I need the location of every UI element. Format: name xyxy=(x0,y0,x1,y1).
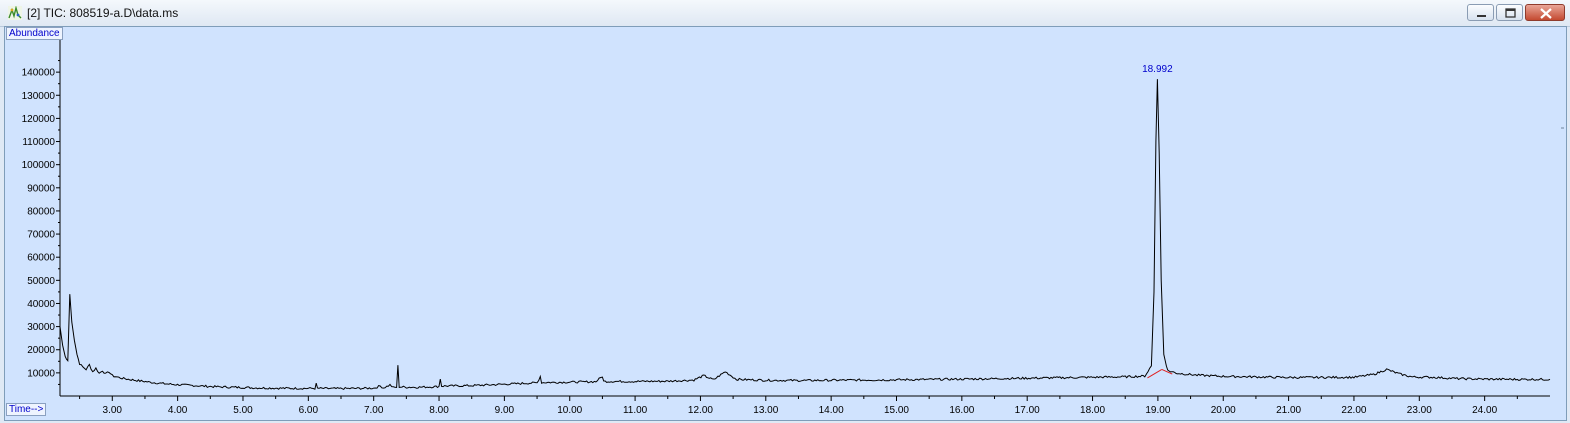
x-axis: 3.00 4.00 5.00 6.00 7.00 8.00 9.00 10.00 11.00 12… xyxy=(60,395,1550,416)
x-axis-label: Time--> xyxy=(6,403,47,416)
y-tick-label: 10000 xyxy=(27,368,55,379)
y-tick-label: 90000 xyxy=(27,183,55,194)
y-tick-label: 130000 xyxy=(22,91,56,102)
y-axis-label: Abundance xyxy=(6,27,63,40)
integration-baseline xyxy=(1147,368,1163,379)
y-tick-label: 100000 xyxy=(22,160,56,171)
minimize-icon xyxy=(1477,15,1486,17)
y-tick-label: 70000 xyxy=(27,230,55,241)
x-tick-label: 4.00 xyxy=(168,405,188,416)
x-tick-label: 8.00 xyxy=(429,405,449,416)
close-button[interactable] xyxy=(1525,4,1565,21)
x-tick-label: 9.00 xyxy=(495,405,515,416)
x-tick-label: 17.00 xyxy=(1015,405,1040,416)
integration-baseline xyxy=(1161,368,1173,375)
x-tick-label: 12.00 xyxy=(688,405,713,416)
chromatogram-plot-area[interactable]: 10000 20000 30000 40000 50000 60000 70000 80000… xyxy=(4,26,1567,421)
tic-trace-line xyxy=(59,79,1551,391)
maximize-icon xyxy=(1505,8,1516,18)
x-tick-label: 10.00 xyxy=(557,405,582,416)
x-tick-label: 21.00 xyxy=(1276,405,1301,416)
y-tick-label: 80000 xyxy=(27,206,55,217)
x-tick-label: 7.00 xyxy=(364,405,384,416)
x-tick-label: 23.00 xyxy=(1407,405,1432,416)
x-tick-label: 13.00 xyxy=(753,405,778,416)
series-group xyxy=(59,79,1551,391)
x-tick-label: 15.00 xyxy=(884,405,909,416)
x-tick-label: 6.00 xyxy=(299,405,319,416)
y-tick-label: 20000 xyxy=(27,345,55,356)
y-tick-label: 30000 xyxy=(27,322,55,333)
y-tick-label: 60000 xyxy=(27,253,55,264)
y-axis: 10000 20000 30000 40000 50000 60000 70000 80000… xyxy=(22,27,61,396)
x-tick-label: 24.00 xyxy=(1472,405,1497,416)
peak-label: 18.992 xyxy=(1142,64,1173,75)
window-titlebar: [2] TIC: 808519-a.D\data.ms xyxy=(0,0,1570,27)
scroll-grip[interactable] xyxy=(1561,127,1564,129)
y-tick-label: 40000 xyxy=(27,299,55,310)
y-tick-label: 50000 xyxy=(27,276,55,287)
minimize-button[interactable] xyxy=(1467,4,1494,21)
x-tick-label: 22.00 xyxy=(1341,405,1366,416)
annotation-group: 18.992 xyxy=(1142,64,1173,379)
y-tick-label: 140000 xyxy=(22,68,56,79)
chromatogram-app-icon xyxy=(8,6,22,20)
x-tick-label: 11.00 xyxy=(623,405,648,416)
x-tick-label: 3.00 xyxy=(103,405,123,416)
x-tick-label: 20.00 xyxy=(1211,405,1236,416)
window-title: [2] TIC: 808519-a.D\data.ms xyxy=(27,6,179,20)
y-tick-label: 120000 xyxy=(22,114,56,125)
x-tick-label: 16.00 xyxy=(949,405,974,416)
y-tick-label: 110000 xyxy=(22,137,55,148)
x-tick-label: 14.00 xyxy=(819,405,844,416)
maximize-button[interactable] xyxy=(1496,4,1523,21)
tic-chromatogram[interactable]: 10000 20000 30000 40000 50000 60000 70000 80000… xyxy=(5,27,1566,420)
close-icon xyxy=(1540,8,1552,19)
x-tick-label: 5.00 xyxy=(233,405,253,416)
x-tick-label: 19.00 xyxy=(1145,405,1170,416)
x-tick-label: 18.00 xyxy=(1080,405,1105,416)
